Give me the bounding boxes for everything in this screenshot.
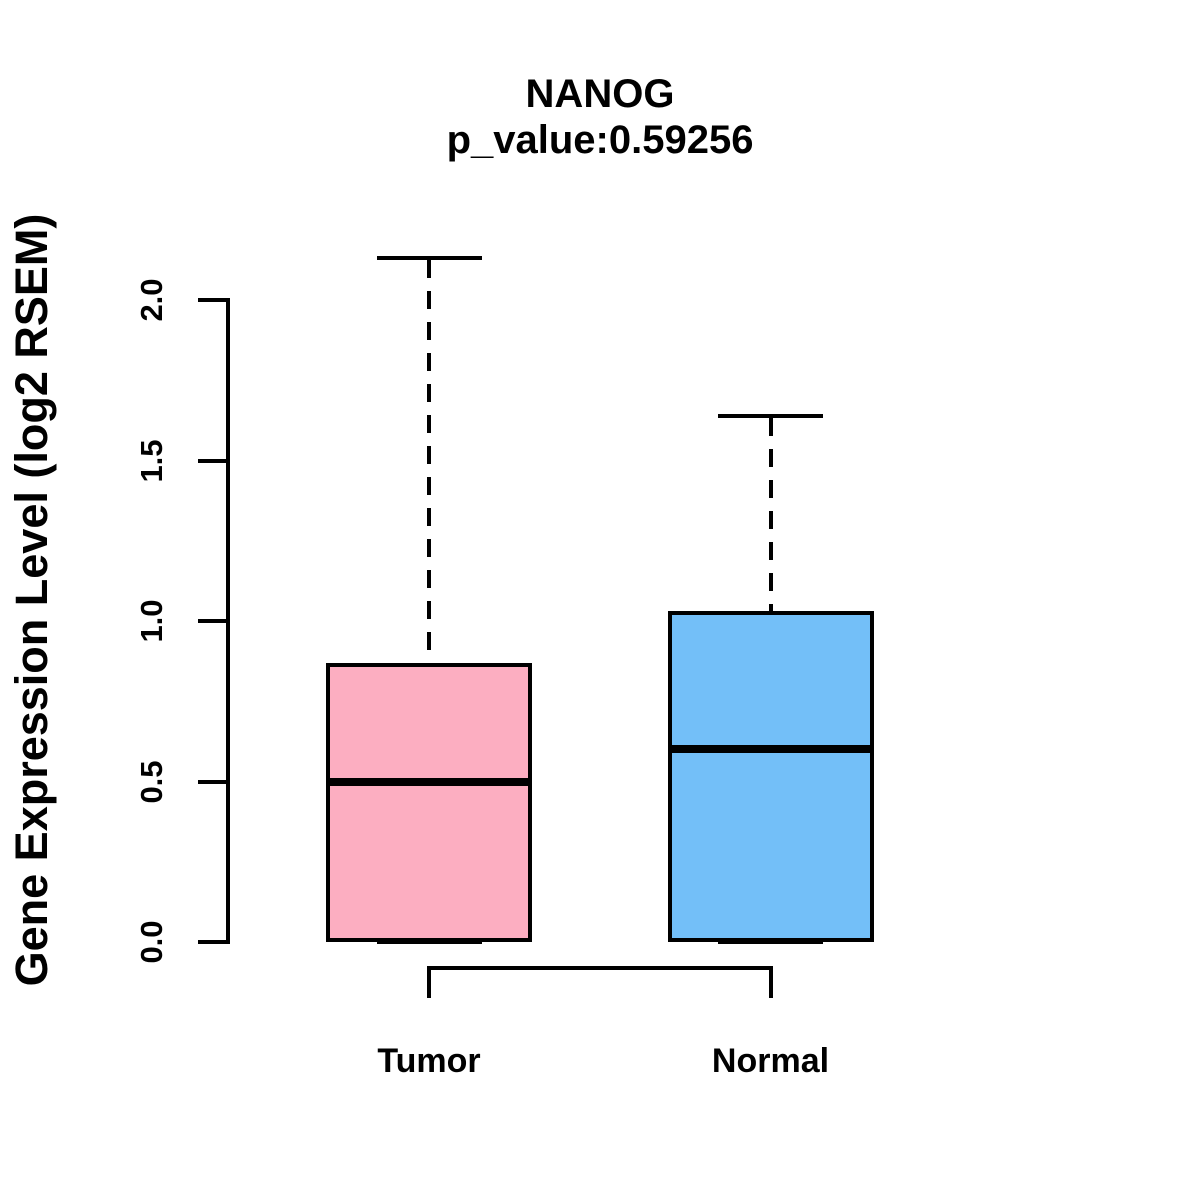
x-label-normal: Normal — [711, 1042, 830, 1080]
y-tick-label: 1.0 — [134, 599, 169, 643]
y-tick — [198, 619, 226, 623]
y-tick-label: 1.5 — [134, 438, 169, 483]
x-axis-bracket — [427, 966, 773, 970]
whisker-cap-lower — [376, 940, 482, 944]
median-line-tumor — [326, 777, 532, 786]
y-tick-label: 0.5 — [134, 759, 169, 804]
y-tick — [198, 458, 226, 463]
x-axis-tick-tumor — [427, 966, 431, 998]
boxplot-box-tumor — [326, 662, 532, 942]
x-axis-tick-normal — [768, 966, 773, 998]
whisker-cap-upper — [376, 256, 482, 261]
whisker-line-upper — [427, 260, 431, 663]
whisker-cap-upper — [718, 413, 823, 418]
whisker-line-upper — [768, 417, 773, 612]
chart-title: NANOG — [525, 72, 675, 116]
y-tick — [198, 779, 226, 784]
boxplot-box-normal — [667, 611, 874, 942]
y-tick-label: 2.0 — [134, 278, 169, 322]
y-tick — [198, 298, 226, 302]
median-line-normal — [667, 745, 874, 754]
x-label-tumor: Tumor — [377, 1042, 481, 1080]
y-tick-label: 0.0 — [134, 920, 169, 964]
y-axis-title: Gene Expression Level (log2 RSEM) — [6, 213, 57, 987]
p-value-label: p_value:0.59256 — [446, 118, 754, 162]
y-tick — [198, 940, 226, 944]
y-axis-line — [226, 298, 230, 944]
whisker-cap-lower — [718, 940, 823, 944]
